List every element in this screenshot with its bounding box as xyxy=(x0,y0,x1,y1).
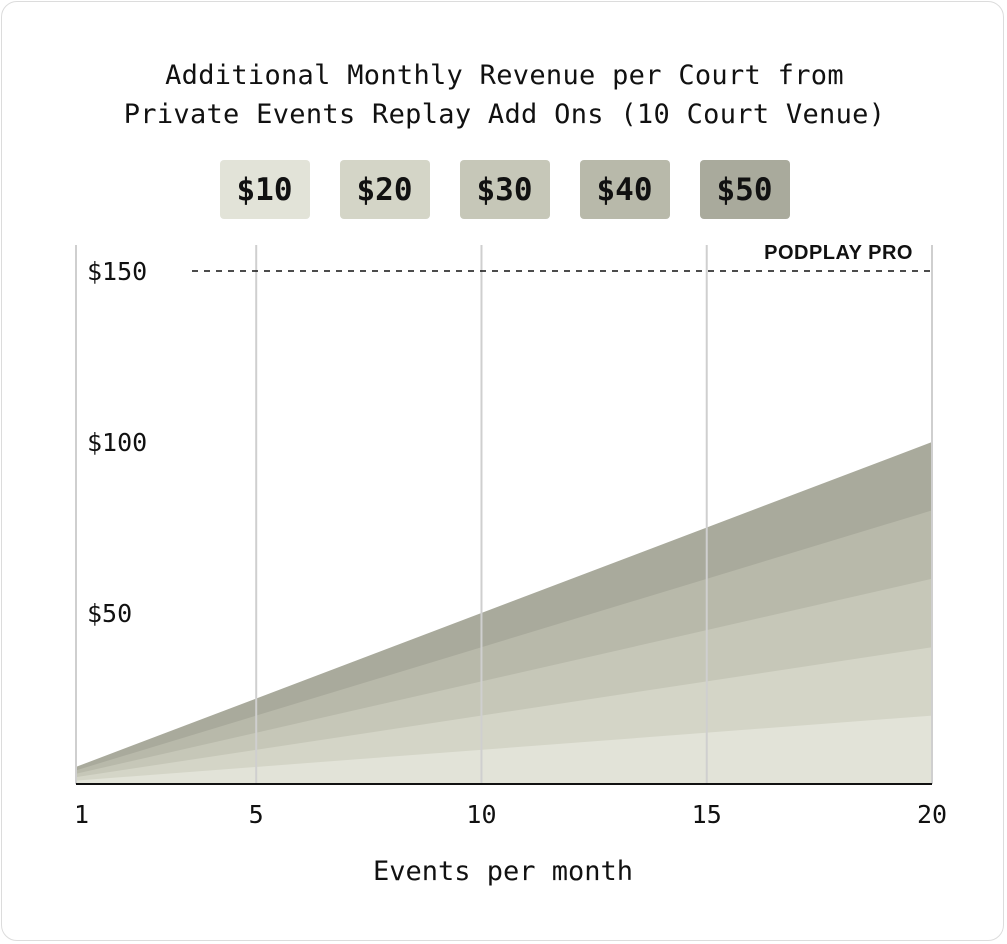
y-tick-label-50: $50 xyxy=(87,599,132,628)
chart-legend: $10 $20 $30 $40 $50 xyxy=(2,160,1007,220)
x-tick-label-5: 5 xyxy=(249,800,264,829)
y-tick-label-100: $100 xyxy=(87,428,147,457)
legend-item-3: $30 xyxy=(459,160,550,219)
legend-item-2: $20 xyxy=(339,160,430,219)
x-axis-label: Events per month xyxy=(373,856,633,887)
legend-item-4: $40 xyxy=(579,160,670,219)
area-series-1 xyxy=(76,715,932,784)
chart-title: Additional Monthly Revenue per Court fro… xyxy=(2,56,1007,134)
legend-item-5: $50 xyxy=(699,160,790,219)
reference-line-label: PODPLAY PRO xyxy=(764,242,913,264)
x-tick-label-20: 20 xyxy=(917,800,947,829)
x-tick-label-15: 15 xyxy=(692,800,722,829)
x-tick-label-10: 10 xyxy=(466,800,496,829)
chart-title-line-1: Additional Monthly Revenue per Court fro… xyxy=(165,60,844,91)
chart-title-line-2: Private Events Replay Add Ons (10 Court … xyxy=(123,99,886,130)
x-tick-label-1: 1 xyxy=(74,800,89,829)
legend-item-1: $10 xyxy=(219,160,310,219)
y-tick-label-150: $150 xyxy=(87,257,147,286)
